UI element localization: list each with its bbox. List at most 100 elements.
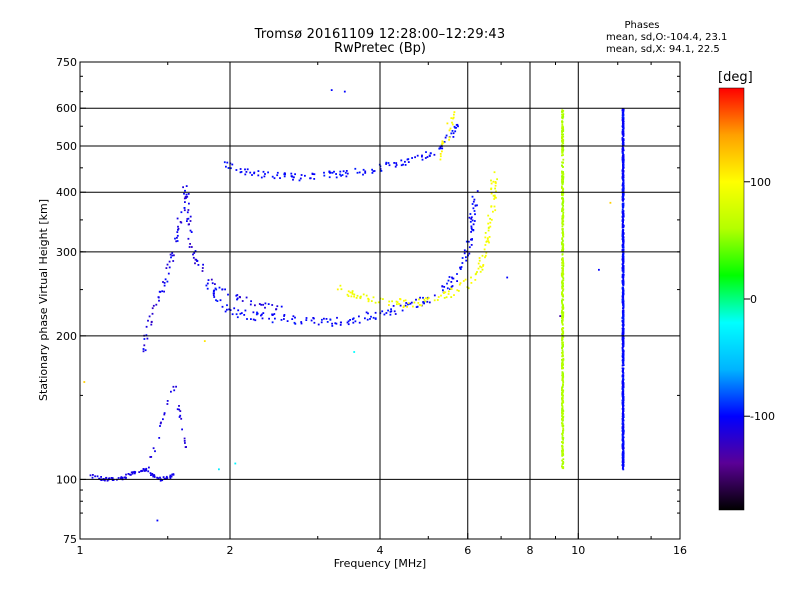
data-point — [561, 366, 563, 369]
data-point — [260, 303, 263, 306]
data-point — [182, 186, 184, 189]
data-point — [176, 217, 179, 220]
data-point — [560, 274, 563, 276]
data-point — [383, 313, 386, 316]
data-point — [121, 476, 124, 479]
data-point — [388, 164, 391, 167]
data-point — [159, 479, 162, 482]
data-point — [561, 253, 564, 255]
data-point — [562, 384, 564, 387]
data-point — [152, 304, 155, 307]
data-point — [562, 437, 565, 439]
data-point — [622, 406, 624, 408]
data-point — [149, 456, 152, 458]
data-point — [382, 298, 384, 300]
data-point — [561, 367, 563, 370]
data-point — [138, 471, 141, 473]
data-point — [172, 260, 175, 262]
data-point — [621, 233, 624, 236]
data-point — [621, 208, 624, 211]
data-point — [459, 268, 462, 270]
data-point — [622, 258, 625, 260]
data-point — [441, 150, 443, 153]
data-point — [495, 190, 497, 193]
data-point — [562, 416, 564, 419]
data-point — [354, 167, 357, 170]
data-point — [561, 179, 564, 182]
data-point — [457, 125, 459, 128]
data-point — [562, 438, 564, 441]
data-point — [621, 417, 624, 420]
data-point — [481, 254, 484, 257]
data-point — [391, 300, 393, 303]
data-point — [280, 319, 283, 321]
data-point — [414, 156, 416, 159]
data-point — [92, 474, 94, 476]
data-point — [372, 296, 375, 299]
data-point — [622, 404, 625, 407]
data-point — [151, 312, 154, 315]
data-point — [162, 476, 165, 478]
data-point — [206, 282, 209, 285]
data-point — [562, 332, 565, 335]
data-point — [140, 469, 143, 472]
data-point — [385, 161, 388, 164]
data-point — [449, 127, 452, 130]
data-point — [158, 299, 160, 302]
data-point — [433, 299, 436, 302]
data-point — [561, 183, 564, 186]
data-point — [562, 358, 565, 361]
data-point — [621, 190, 624, 193]
data-point — [112, 479, 115, 481]
data-point — [227, 293, 229, 296]
data-point — [293, 176, 295, 179]
data-point — [622, 350, 625, 353]
data-point — [622, 164, 625, 167]
data-point — [254, 319, 257, 322]
data-point — [496, 178, 498, 181]
data-point — [622, 253, 624, 256]
data-point — [562, 458, 565, 461]
data-point — [150, 323, 153, 326]
data-point — [186, 218, 189, 220]
data-point — [562, 293, 564, 296]
data-point — [129, 474, 132, 476]
phase-colorbar — [718, 87, 745, 511]
data-point — [622, 443, 625, 446]
data-point — [562, 441, 564, 444]
data-point — [622, 395, 624, 397]
data-point — [622, 242, 625, 245]
data-point — [622, 462, 624, 465]
data-point — [161, 290, 164, 293]
data-point — [470, 217, 473, 220]
data-point — [310, 319, 313, 322]
data-point — [494, 187, 496, 190]
data-point — [477, 267, 480, 270]
data-point — [94, 475, 96, 478]
data-point — [96, 475, 99, 478]
data-point — [561, 139, 563, 142]
data-point — [179, 410, 182, 412]
data-point — [622, 461, 625, 464]
data-point — [493, 205, 496, 208]
data-point — [474, 204, 477, 207]
data-point — [561, 386, 564, 388]
data-point — [163, 282, 166, 284]
data-point — [245, 296, 248, 299]
data-point — [212, 294, 215, 296]
data-point — [359, 297, 362, 300]
data-point — [445, 134, 448, 137]
data-point — [622, 329, 625, 332]
data-point — [353, 293, 356, 296]
data-point — [621, 399, 624, 402]
data-point — [622, 186, 625, 189]
data-point — [561, 230, 564, 232]
data-point — [451, 276, 453, 279]
data-point — [458, 283, 461, 286]
data-point — [433, 153, 436, 156]
data-point — [495, 196, 497, 199]
data-point — [346, 293, 349, 296]
data-point — [235, 294, 238, 297]
data-point — [621, 388, 624, 390]
data-point — [622, 376, 625, 378]
